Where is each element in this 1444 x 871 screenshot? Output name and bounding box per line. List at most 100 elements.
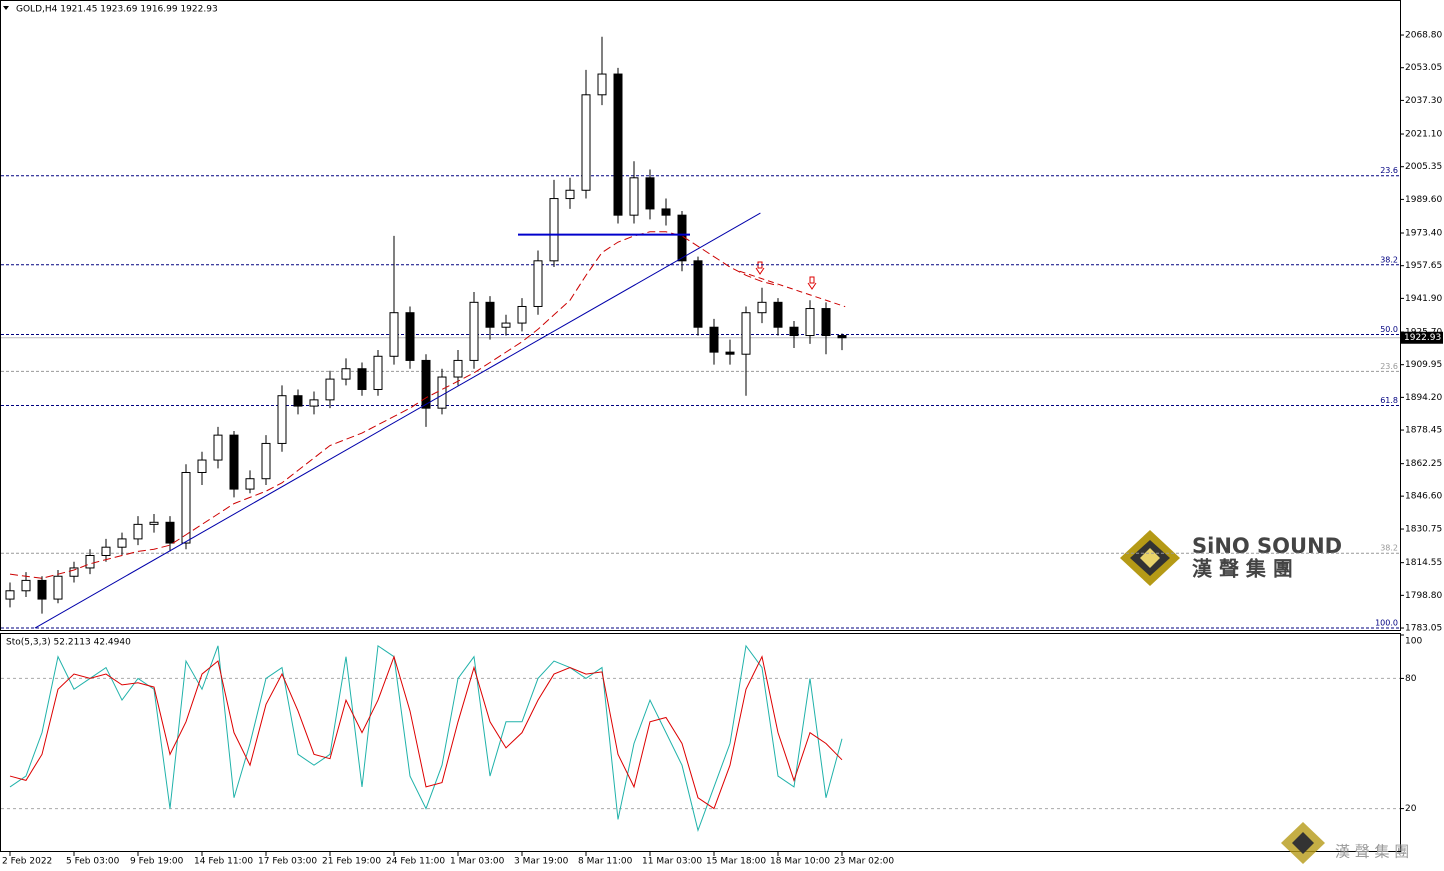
y-tick-label: 1862.25 <box>1405 459 1442 469</box>
y-tick-label: 1814.55 <box>1405 558 1442 568</box>
x-tick-label: 14 Feb 11:00 <box>194 857 253 867</box>
x-tick-label: 21 Feb 19:00 <box>322 857 381 867</box>
current-price-box <box>1401 331 1443 344</box>
watermark-chinese: 漢 聲 集 團 <box>1192 557 1293 581</box>
stochastic-line <box>9 644 843 833</box>
x-tick-label: 8 Mar 11:00 <box>578 857 633 867</box>
main-frame <box>0 0 1401 631</box>
x-tick-label: 24 Feb 11:00 <box>386 857 445 867</box>
candle-body <box>485 301 495 328</box>
moving-average <box>9 231 779 579</box>
x-tick-label: 18 Mar 10:00 <box>770 857 830 867</box>
x-tick-label: 23 Mar 02:00 <box>834 857 894 867</box>
y-tick-label: 2068.80 <box>1405 31 1442 41</box>
y-tick-label: 2021.10 <box>1405 130 1442 140</box>
x-tick-label: 9 Feb 19:00 <box>130 857 184 867</box>
y-tick-label: 2037.30 <box>1405 96 1442 106</box>
x-tick-label: 1 Mar 03:00 <box>450 857 505 867</box>
candle-body <box>725 351 735 355</box>
y-tick-label: 1894.20 <box>1405 393 1442 403</box>
watermark: SiNO SOUND 漢 聲 集 團 漢 聲 集 團 <box>1120 530 1409 864</box>
indicator-frame <box>0 633 1401 852</box>
trendline <box>34 212 761 629</box>
candle-body <box>341 368 351 380</box>
menu-arrow[interactable] <box>3 6 9 10</box>
down-arrow <box>807 276 817 290</box>
y-tick-label: 1973.40 <box>1405 229 1442 239</box>
x-tick-label: 17 Feb 03:00 <box>258 857 317 867</box>
y-tick-label: 2005.35 <box>1405 162 1442 172</box>
candle-body <box>645 177 655 210</box>
fib-label: 23.6 <box>1380 166 1398 175</box>
candle-body <box>85 554 95 569</box>
corner-logo-text: 漢 聲 集 團 <box>1335 843 1409 861</box>
candle-body <box>229 434 239 490</box>
candle-body <box>421 359 431 409</box>
candle-body <box>293 395 303 407</box>
candle-body <box>309 399 319 407</box>
candle-body <box>661 208 671 216</box>
x-tick-label: 11 Mar 03:00 <box>642 857 702 867</box>
fib-label: 38.2 <box>1380 255 1398 264</box>
x-tick-label: 5 Feb 03:00 <box>66 857 120 867</box>
indicator-title: Sto(5,3,3) 52.2113 42.4940 <box>6 638 131 648</box>
fib-label: 100.0 <box>1375 619 1398 628</box>
candle-body <box>277 395 287 444</box>
logo <box>1140 548 1160 568</box>
candle-body <box>357 368 367 390</box>
candle-body <box>501 322 511 328</box>
candle-body <box>709 326 719 353</box>
candle-body <box>549 198 559 262</box>
candle-body <box>197 459 207 473</box>
candle-body <box>261 442 271 480</box>
candle-body <box>453 359 463 378</box>
x-tick-label: 3 Mar 19:00 <box>514 857 569 867</box>
y-tick-label: 1830.75 <box>1405 525 1442 535</box>
candle-body <box>597 73 607 96</box>
watermark-name: SiNO SOUND <box>1192 534 1342 558</box>
candle-body <box>69 567 79 577</box>
candle-body <box>149 521 159 525</box>
candle-body <box>325 378 335 401</box>
y-tick-label: 1989.60 <box>1405 195 1442 205</box>
candle-body <box>213 434 223 461</box>
candle-body <box>53 575 63 600</box>
y-tick-label: 1878.45 <box>1405 426 1442 436</box>
fib-label: 38.2 <box>1380 544 1398 553</box>
down-arrow <box>755 261 765 275</box>
candle-body <box>773 301 783 328</box>
y-tick-label: 1941.90 <box>1405 294 1442 304</box>
candle-body <box>5 590 15 600</box>
candle-body <box>437 376 447 409</box>
candle-body <box>565 189 575 200</box>
fib-label: 23.6 <box>1380 362 1398 371</box>
candle-body <box>469 301 479 361</box>
candle-body <box>757 301 767 314</box>
candle-body <box>613 73 623 216</box>
x-tick-label: 15 Mar 18:00 <box>706 857 766 867</box>
y-tick-label: 20 <box>1405 804 1417 814</box>
y-tick-label: 80 <box>1405 674 1417 684</box>
fib-label: 50.0 <box>1380 325 1398 334</box>
candle-body <box>741 312 751 355</box>
x-tick-label: 2 Feb 2022 <box>2 857 52 867</box>
y-tick-label: 1783.05 <box>1405 624 1442 634</box>
candle-body <box>789 326 799 337</box>
y-tick-label: 1909.95 <box>1405 360 1442 370</box>
logo <box>1292 832 1314 854</box>
candle-body <box>133 523 143 540</box>
arrows <box>755 261 817 290</box>
y-tick-label: 1798.80 <box>1405 591 1442 601</box>
candle-body <box>581 94 591 191</box>
candle-body <box>533 260 543 307</box>
candle-body <box>693 260 703 328</box>
candle-body <box>837 335 847 339</box>
y-tick-label: 1846.60 <box>1405 492 1442 502</box>
candle-body <box>389 312 399 357</box>
candle-body <box>373 355 383 390</box>
candle-body <box>181 471 191 544</box>
candle-body <box>517 305 527 324</box>
candle-body <box>245 478 255 490</box>
y-tick-label: 100 <box>1405 637 1422 647</box>
